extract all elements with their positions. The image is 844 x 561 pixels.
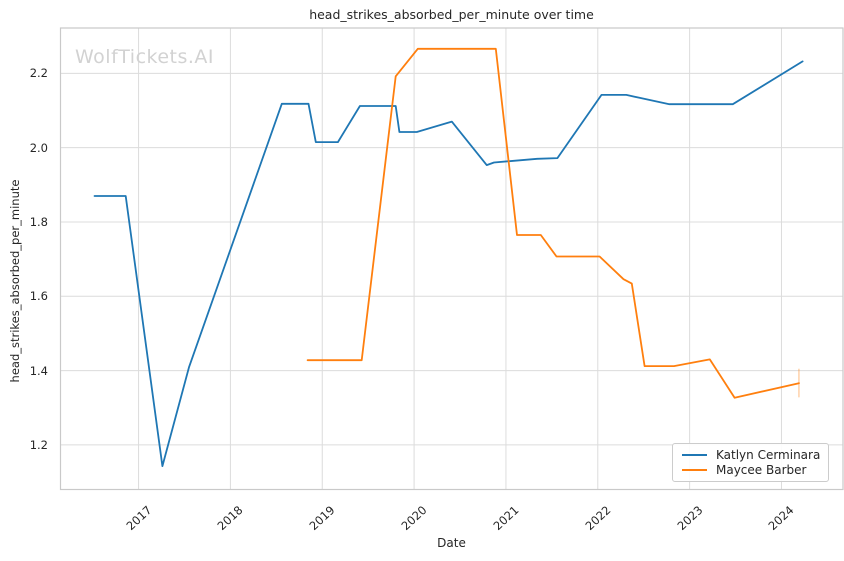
series-line-katlyn-cerminara — [93, 60, 804, 468]
y-tick-label-1.2: 1.2 — [29, 437, 48, 452]
watermark: WolfTickets.AI — [75, 46, 215, 68]
legend-line-swatch — [682, 468, 707, 471]
y-axis-label: head_strikes_absorbed_per_minute — [8, 179, 22, 383]
chart-title: head_strikes_absorbed_per_minute over ti… — [309, 7, 594, 22]
legend: Katlyn Cerminara Maycee Barber — [672, 443, 829, 482]
y-tick-label-2.2: 2.2 — [29, 66, 48, 81]
y-tick-label-2: 2.0 — [29, 140, 48, 155]
plot-frame — [59, 27, 844, 491]
y-tick-label-1.8: 1.8 — [29, 214, 48, 229]
legend-item-katlyn-cerminara: Katlyn Cerminara — [682, 448, 820, 463]
series-line-maycee-barber — [306, 47, 800, 399]
legend-label: Maycee Barber — [716, 462, 807, 477]
legend-label: Katlyn Cerminara — [716, 448, 821, 463]
legend-item-maycee-barber: Maycee Barber — [682, 463, 820, 478]
y-tick-label-1.4: 1.4 — [29, 363, 48, 378]
x-axis-label: Date — [437, 536, 466, 550]
legend-line-swatch — [682, 454, 707, 457]
y-tick-label-1.6: 1.6 — [29, 289, 48, 304]
